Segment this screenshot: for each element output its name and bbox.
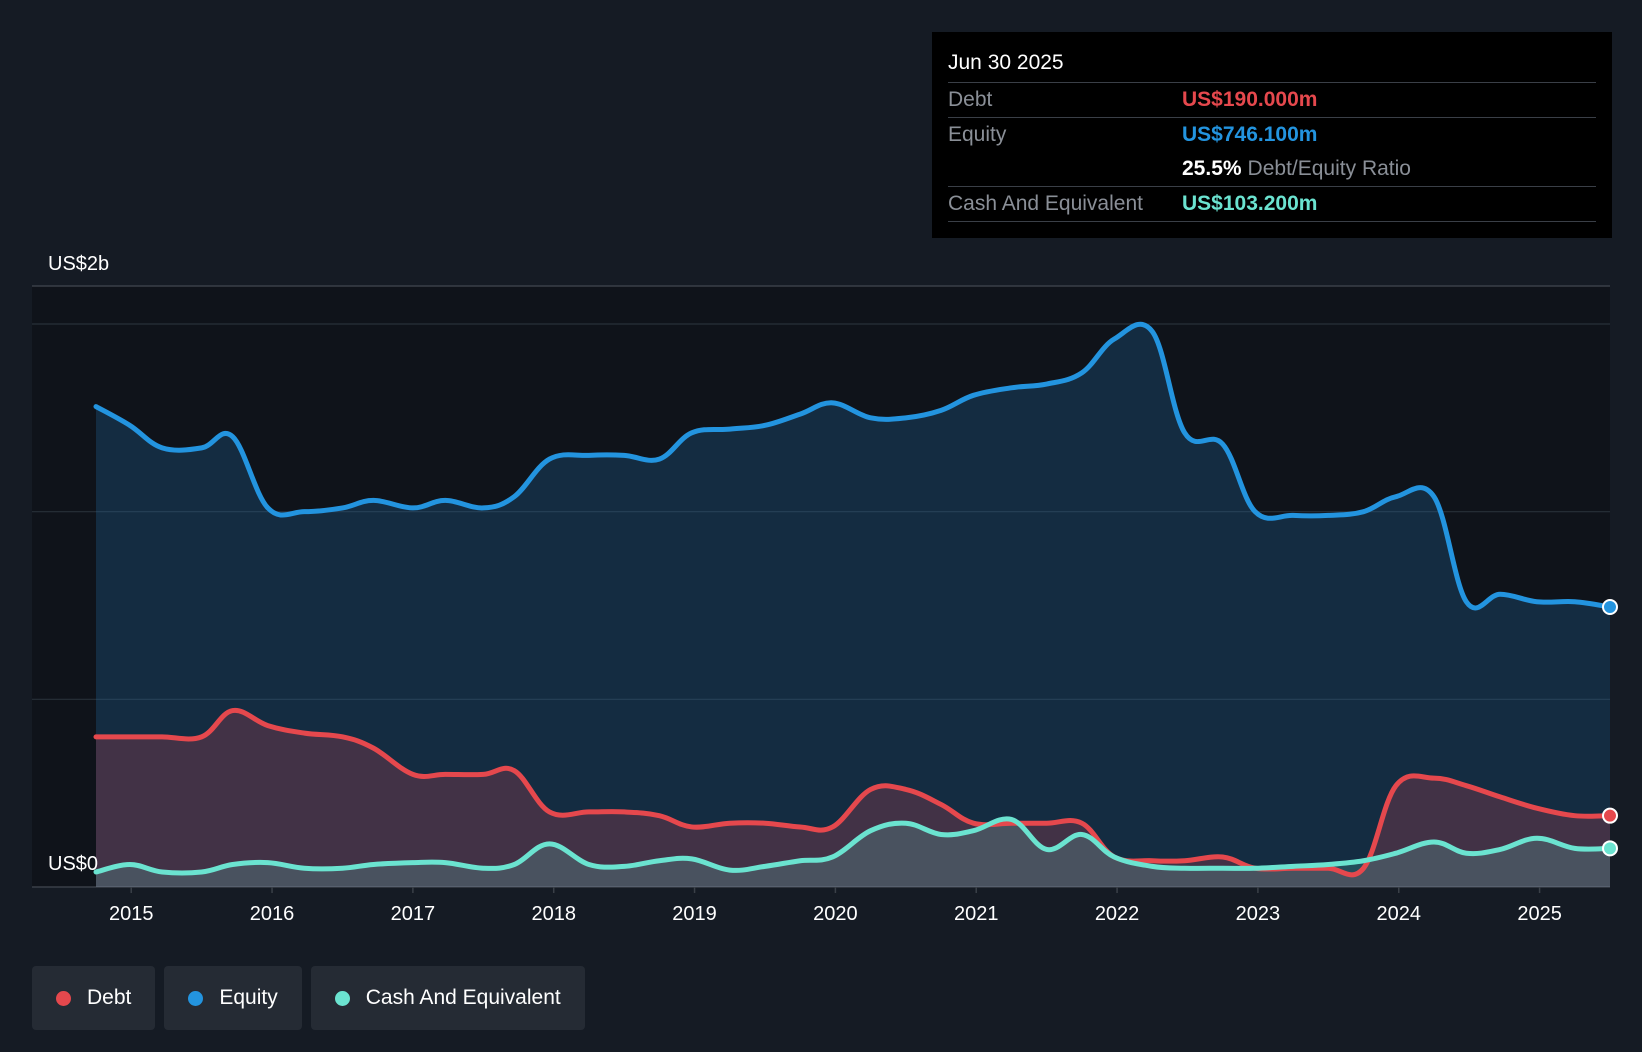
x-axis-ticks: 2015 2016 2017 2018 2019 2020 2021 2022 2023 2024… <box>109 887 1562 925</box>
tooltip-ratio-label: Debt/Equity Ratio <box>1247 157 1411 180</box>
tooltip-row-equity: Equity US$746.100m <box>948 117 1596 152</box>
tooltip-ratio-value: 25.5% <box>1182 157 1242 180</box>
x-tick-label: 2022 <box>1095 903 1140 925</box>
legend-item-cash[interactable]: Cash And Equivalent <box>310 966 585 1030</box>
x-tick-label: 2015 <box>109 903 154 925</box>
line-debt <box>93 707 1613 878</box>
legend-dot-cash <box>334 990 350 1006</box>
legend-label-equity: Equity <box>219 986 278 1009</box>
tooltip-row-ratio: 25.5% Debt/Equity Ratio <box>948 152 1596 186</box>
series-end-markers <box>1602 599 1618 857</box>
line-equity <box>93 322 1613 611</box>
legend-label-cash: Cash And Equivalent <box>365 986 561 1009</box>
end-marker-debt <box>1602 807 1618 824</box>
x-tick-label: 2020 <box>813 903 858 925</box>
tooltip-equity-label: Equity <box>948 123 1007 146</box>
line-cash-and-equivalent <box>93 816 1613 876</box>
y-axis-top-label: US$2b <box>48 253 109 275</box>
plot-background <box>32 286 1610 887</box>
tooltip-row-debt: Debt US$190.000m <box>948 82 1596 117</box>
tooltip-debt-value: US$190.000m <box>1182 88 1318 111</box>
end-marker-equity <box>1602 599 1618 616</box>
x-tick-label: 2023 <box>1236 903 1281 925</box>
tooltip-equity-value: US$746.100m <box>1182 123 1318 146</box>
legend-item-equity[interactable]: Equity <box>164 966 302 1030</box>
x-tick-label: 2021 <box>954 903 999 925</box>
x-tick-label: 2018 <box>531 903 576 925</box>
legend-dot-equity <box>188 990 204 1006</box>
tooltip-date: Jun 30 2025 <box>948 51 1064 74</box>
x-tick-label: 2024 <box>1376 903 1421 925</box>
legend-label-debt: Debt <box>87 986 132 1009</box>
legend: Debt Equity Cash And Equivalent <box>32 966 585 1030</box>
area-debt <box>96 710 1610 887</box>
x-tick-label: 2025 <box>1517 903 1562 925</box>
x-tick-label: 2017 <box>391 903 436 925</box>
tooltip-debt-label: Debt <box>948 88 993 111</box>
x-tick-label: 2016 <box>250 903 295 925</box>
tooltip-cash-label: Cash And Equivalent <box>948 192 1143 215</box>
series-lines <box>93 322 1613 878</box>
legend-dot-debt <box>56 990 71 1006</box>
tooltip: Jun 30 2025 Debt US$190.000m Equity US$7… <box>932 32 1612 238</box>
y-axis-bottom-label: US$0 <box>48 853 98 875</box>
x-tick-label: 2019 <box>672 903 717 925</box>
end-marker-cash-and-equivalent <box>1602 840 1618 857</box>
tooltip-row-cash: Cash And Equivalent US$103.200m <box>948 186 1596 222</box>
legend-item-debt[interactable]: Debt <box>32 966 156 1030</box>
tooltip-cash-value: US$103.200m <box>1182 192 1318 215</box>
